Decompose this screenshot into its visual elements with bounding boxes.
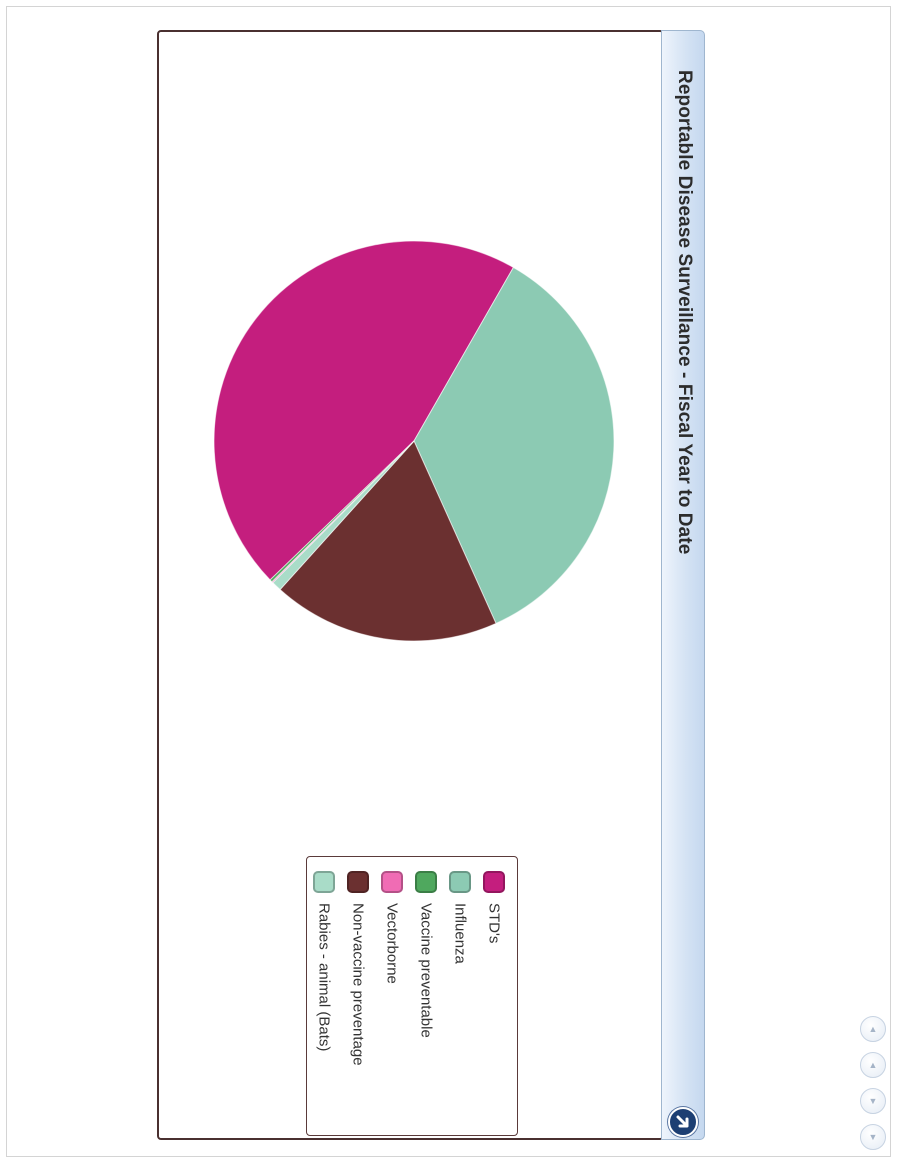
chart-title: Reportable Disease Surveillance - Fiscal… xyxy=(674,70,695,555)
legend-label: Vectorborne xyxy=(383,903,401,984)
pie-chart xyxy=(213,240,615,642)
legend-swatch xyxy=(381,871,403,893)
maximize-arrow-icon[interactable] xyxy=(668,1107,698,1137)
legend-item-rabies-animal-bats: Rabies - animal (Bats) xyxy=(309,871,339,1133)
first-page-icon[interactable]: ▲ xyxy=(860,1016,886,1042)
slice-vaccine-preventable[interactable] xyxy=(269,440,415,583)
legend-label: STD's xyxy=(485,903,503,944)
legend-swatch xyxy=(347,871,369,893)
last-page-icon[interactable]: ▼ xyxy=(860,1124,886,1150)
chart-legend: STD's Influenza Vaccine preventable Vect… xyxy=(306,856,518,1136)
legend-item-non-vaccine-preventage: Non-vaccine preventage xyxy=(343,871,373,1133)
next-page-icon[interactable]: ▼ xyxy=(860,1088,886,1114)
slice-stds[interactable] xyxy=(213,240,515,581)
legend-label: Non-vaccine preventage xyxy=(349,903,367,1066)
legend-swatch xyxy=(449,871,471,893)
legend-item-vaccine-preventable: Vaccine preventable xyxy=(411,871,441,1133)
slice-non-vaccine-preventage[interactable] xyxy=(279,440,497,642)
legend-label: Vaccine preventable xyxy=(417,903,435,1038)
legend-label: Rabies - animal (Bats) xyxy=(315,903,333,1052)
legend-item-vectorborne: Vectorborne xyxy=(377,871,407,1133)
slice-influenza[interactable] xyxy=(413,266,615,625)
legend-swatch xyxy=(313,871,335,893)
legend-label: Influenza xyxy=(451,903,469,964)
previous-page-icon[interactable]: ▲ xyxy=(860,1052,886,1078)
legend-swatch xyxy=(415,871,437,893)
legend-swatch xyxy=(483,871,505,893)
legend-item-stds: STD's xyxy=(479,871,509,1133)
legend-item-influenza: Influenza xyxy=(445,871,475,1133)
chart-title-bar xyxy=(661,30,705,1140)
